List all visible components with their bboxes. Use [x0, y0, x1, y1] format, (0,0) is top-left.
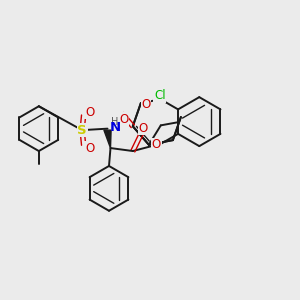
- Text: O: O: [85, 106, 94, 119]
- Text: Cl: Cl: [154, 89, 166, 102]
- Text: H: H: [111, 117, 119, 127]
- Text: O: O: [85, 142, 94, 154]
- Text: O: O: [142, 98, 151, 111]
- Polygon shape: [104, 130, 111, 148]
- Text: O: O: [139, 122, 148, 135]
- Text: S: S: [77, 124, 87, 136]
- Text: O: O: [152, 138, 161, 151]
- Text: O: O: [119, 113, 128, 126]
- Text: N: N: [110, 121, 121, 134]
